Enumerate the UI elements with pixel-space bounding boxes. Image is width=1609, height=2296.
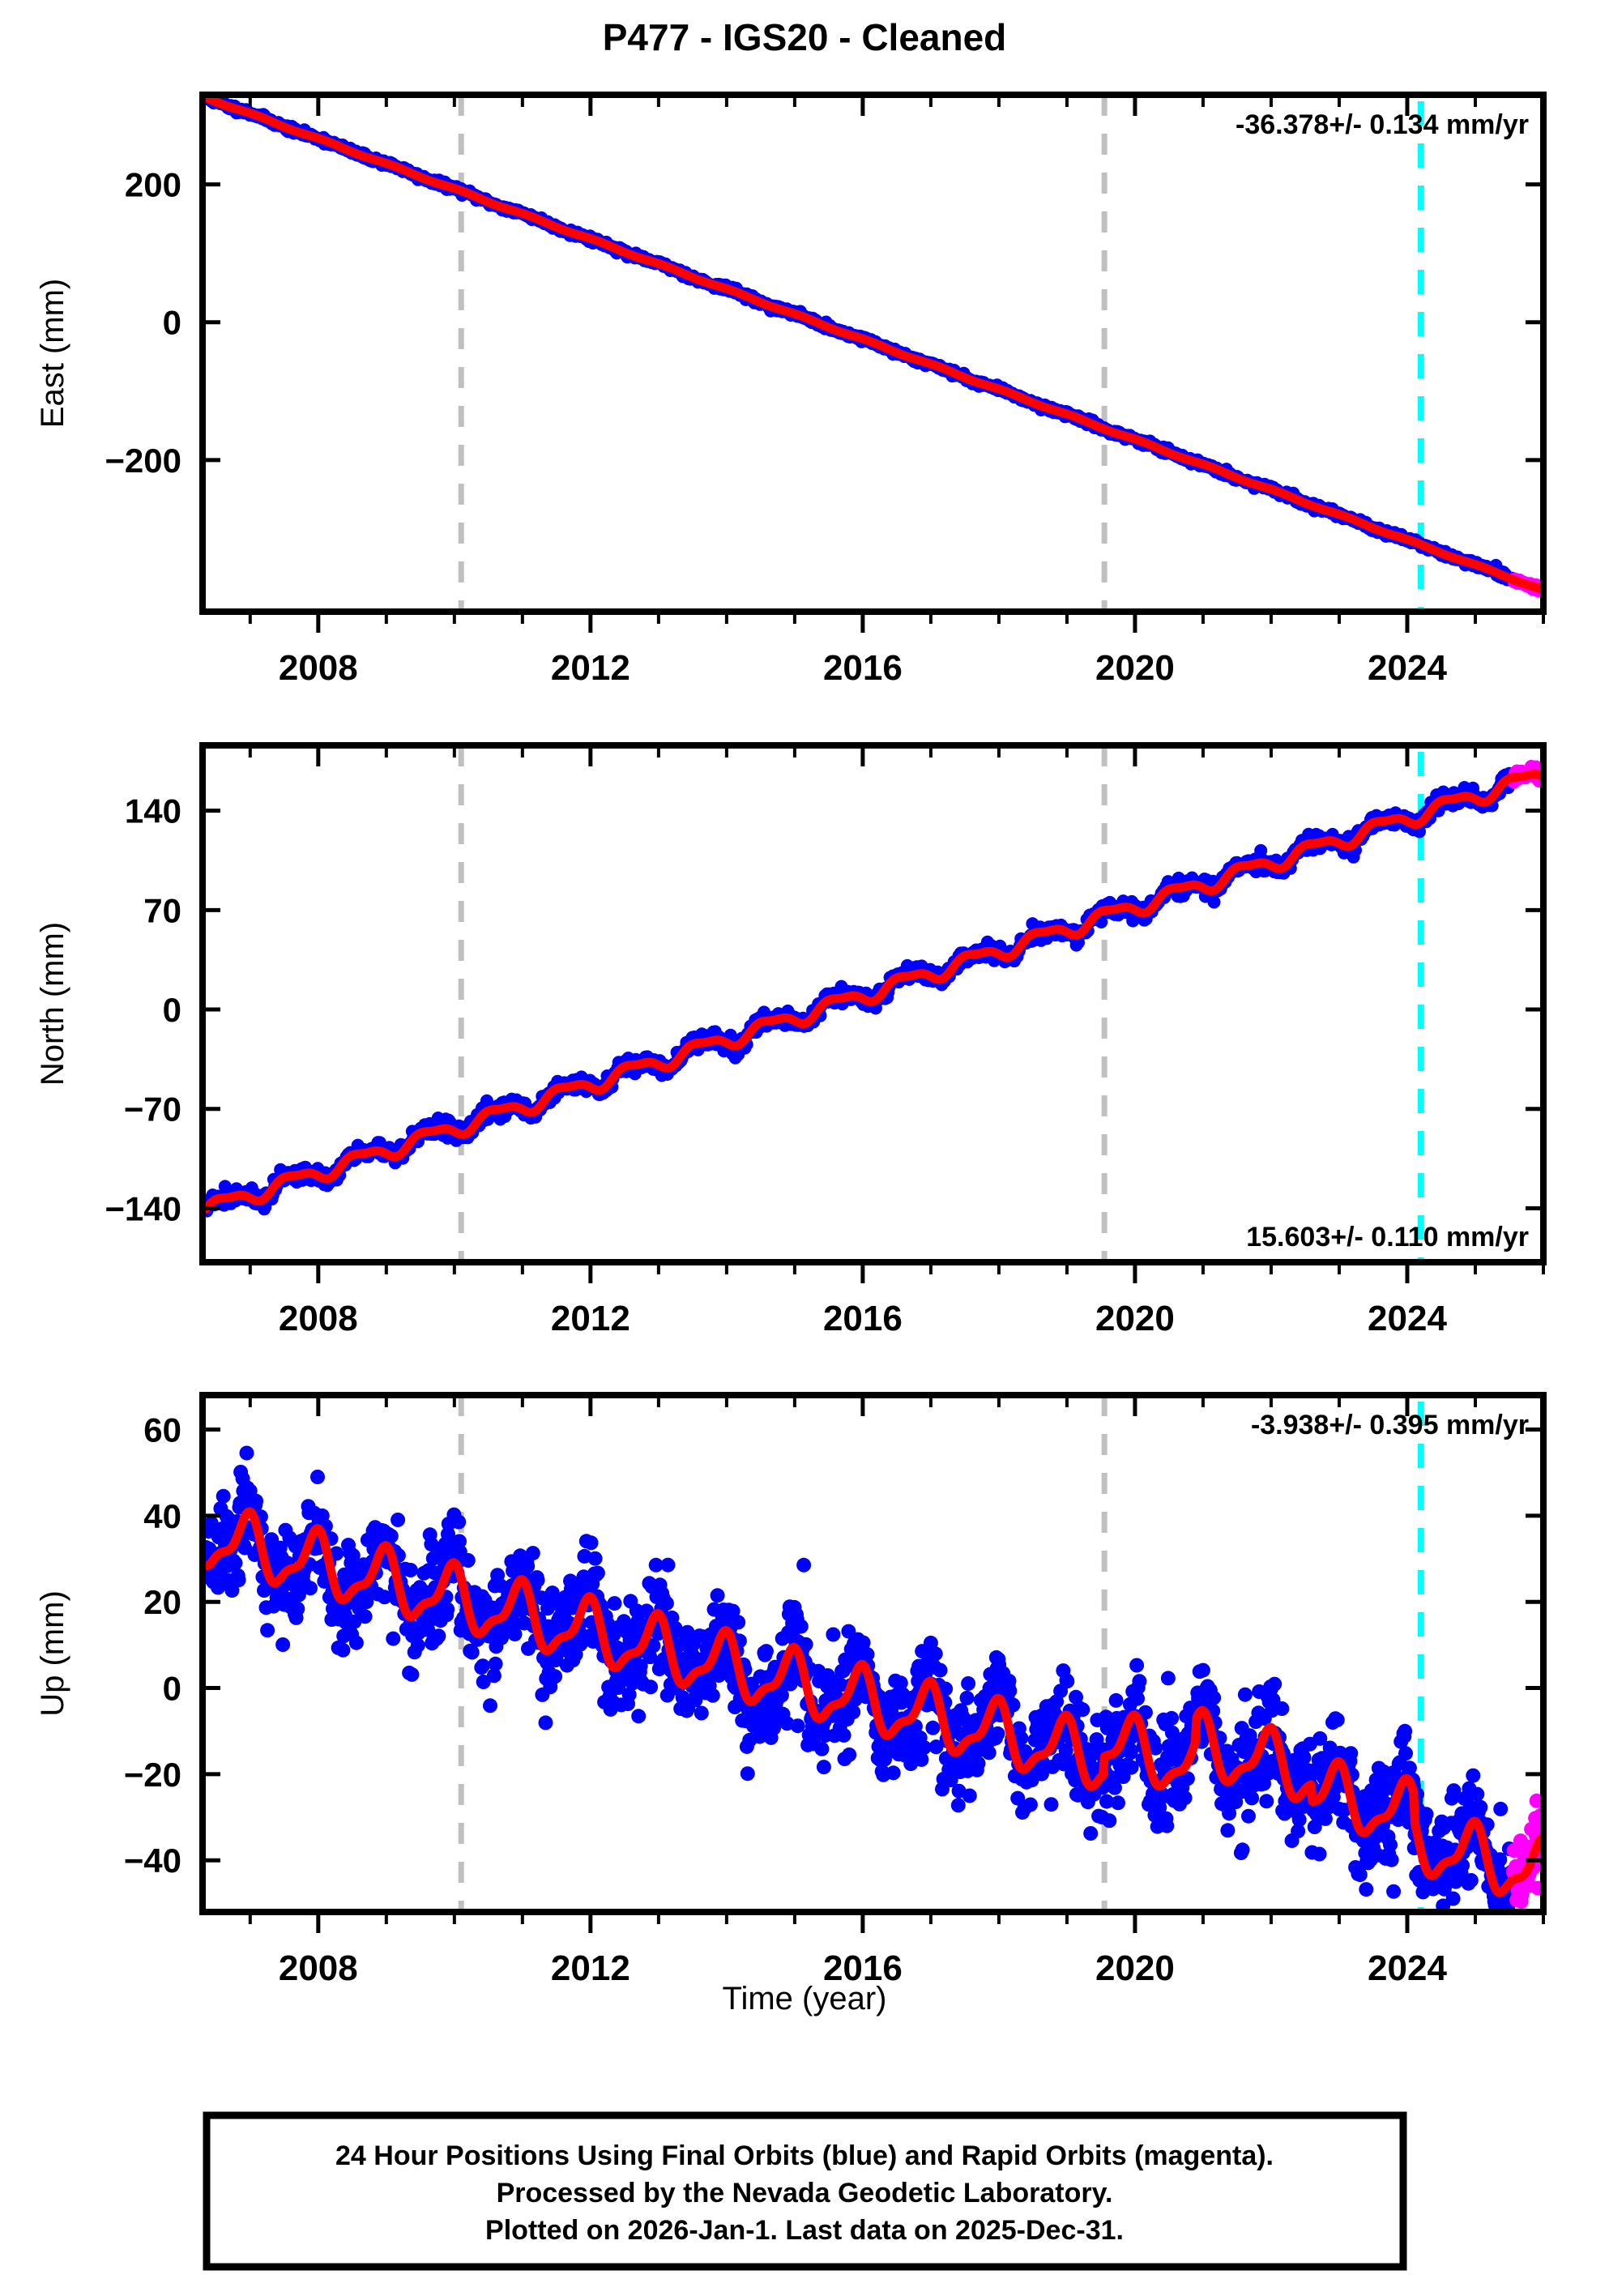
footer-box: 24 Hour Positions Using Final Orbits (bl… (203, 2111, 1407, 2271)
panel-up: 60 40 20 0 −20 −40 Up (mm) 2008 2012 2016 2020 2024… (35, 1392, 1547, 1988)
panel-east-data-area (203, 95, 1543, 612)
model-fit-curve (203, 770, 1543, 1214)
rate-annotation-north: 15.603+/- 0.110 mm/yr (1246, 1222, 1529, 1253)
ytick-label-up-4: −20 (124, 1756, 181, 1794)
panel-up-frame (199, 1392, 1547, 1915)
xtick-label-up-4: 2024 (1368, 1948, 1447, 1988)
footer-line-3: Plotted on 2026-Jan-1. Last data on 2025… (485, 2215, 1124, 2246)
panel-up-data-area (203, 1395, 1543, 1912)
xtick-label-north-1: 2012 (551, 1299, 630, 1338)
ytick-label-up-3: 0 (163, 1670, 181, 1708)
footer-frame (203, 2111, 1407, 2271)
ytick-label-up-1: 40 (143, 1497, 181, 1535)
ytick-label-east-0: 200 (125, 166, 181, 204)
ytick-label-east-1: 0 (163, 304, 181, 342)
final-orbit-points (203, 1445, 1520, 1912)
rate-annotation-east: -36.378+/- 0.134 mm/yr (1236, 109, 1529, 140)
panel-east-frame (199, 92, 1547, 615)
ytick-label-north-2: 0 (163, 991, 181, 1029)
ytick-label-up-2: 20 (143, 1583, 181, 1621)
ytick-label-north-0: 140 (125, 792, 181, 830)
page-title: P477 - IGS20 - Cleaned (603, 16, 1007, 58)
xtick-label-east-1: 2012 (551, 648, 630, 688)
xtick-label-east-4: 2024 (1368, 648, 1447, 688)
model-fit-curve (203, 1507, 1543, 1897)
yaxis-label-north: North (mm) (35, 922, 70, 1086)
ytick-label-north-4: −140 (105, 1189, 181, 1227)
panel-north-frame (199, 742, 1547, 1265)
ytick-label-north-3: −70 (124, 1090, 181, 1129)
xtick-label-east-0: 2008 (279, 648, 358, 688)
xtick-label-east-3: 2020 (1095, 648, 1175, 688)
xtick-label-north-0: 2008 (279, 1299, 358, 1338)
rate-annotation-up: -3.938+/- 0.395 mm/yr (1251, 1410, 1529, 1440)
xtick-label-east-2: 2016 (823, 648, 903, 688)
xaxis-label: Time (year) (723, 1981, 887, 2016)
panel-east: 200 0 −200 East (mm) 2008 2012 2016 2020 2024 -36… (35, 92, 1547, 688)
xtick-label-up-2: 2016 (823, 1948, 903, 1988)
xtick-label-up-3: 2020 (1095, 1948, 1175, 1988)
final-orbit-points (203, 766, 1519, 1218)
ytick-label-east-2: −200 (105, 442, 181, 480)
ytick-label-north-1: 70 (143, 891, 181, 929)
xtick-label-up-0: 2008 (279, 1948, 358, 1988)
panel-north-data-area (203, 745, 1543, 1262)
xtick-label-north-3: 2020 (1095, 1299, 1175, 1338)
model-fit-curve (203, 95, 1543, 594)
xtick-label-north-2: 2016 (823, 1299, 903, 1338)
ytick-label-up-0: 60 (143, 1411, 181, 1449)
ytick-label-up-5: −40 (124, 1841, 181, 1880)
panel-north: 140 70 0 −70 −140 North (mm) 2008 2012 2016 2020 2… (35, 742, 1547, 1338)
xtick-label-up-1: 2012 (551, 1948, 630, 1988)
yaxis-label-east: East (mm) (35, 279, 70, 428)
footer-line-2: Processed by the Nevada Geodetic Laborat… (497, 2178, 1113, 2209)
footer-line-1: 24 Hour Positions Using Final Orbits (bl… (335, 2140, 1274, 2171)
xtick-label-north-4: 2024 (1368, 1299, 1447, 1338)
yaxis-label-up: Up (mm) (35, 1590, 70, 1717)
